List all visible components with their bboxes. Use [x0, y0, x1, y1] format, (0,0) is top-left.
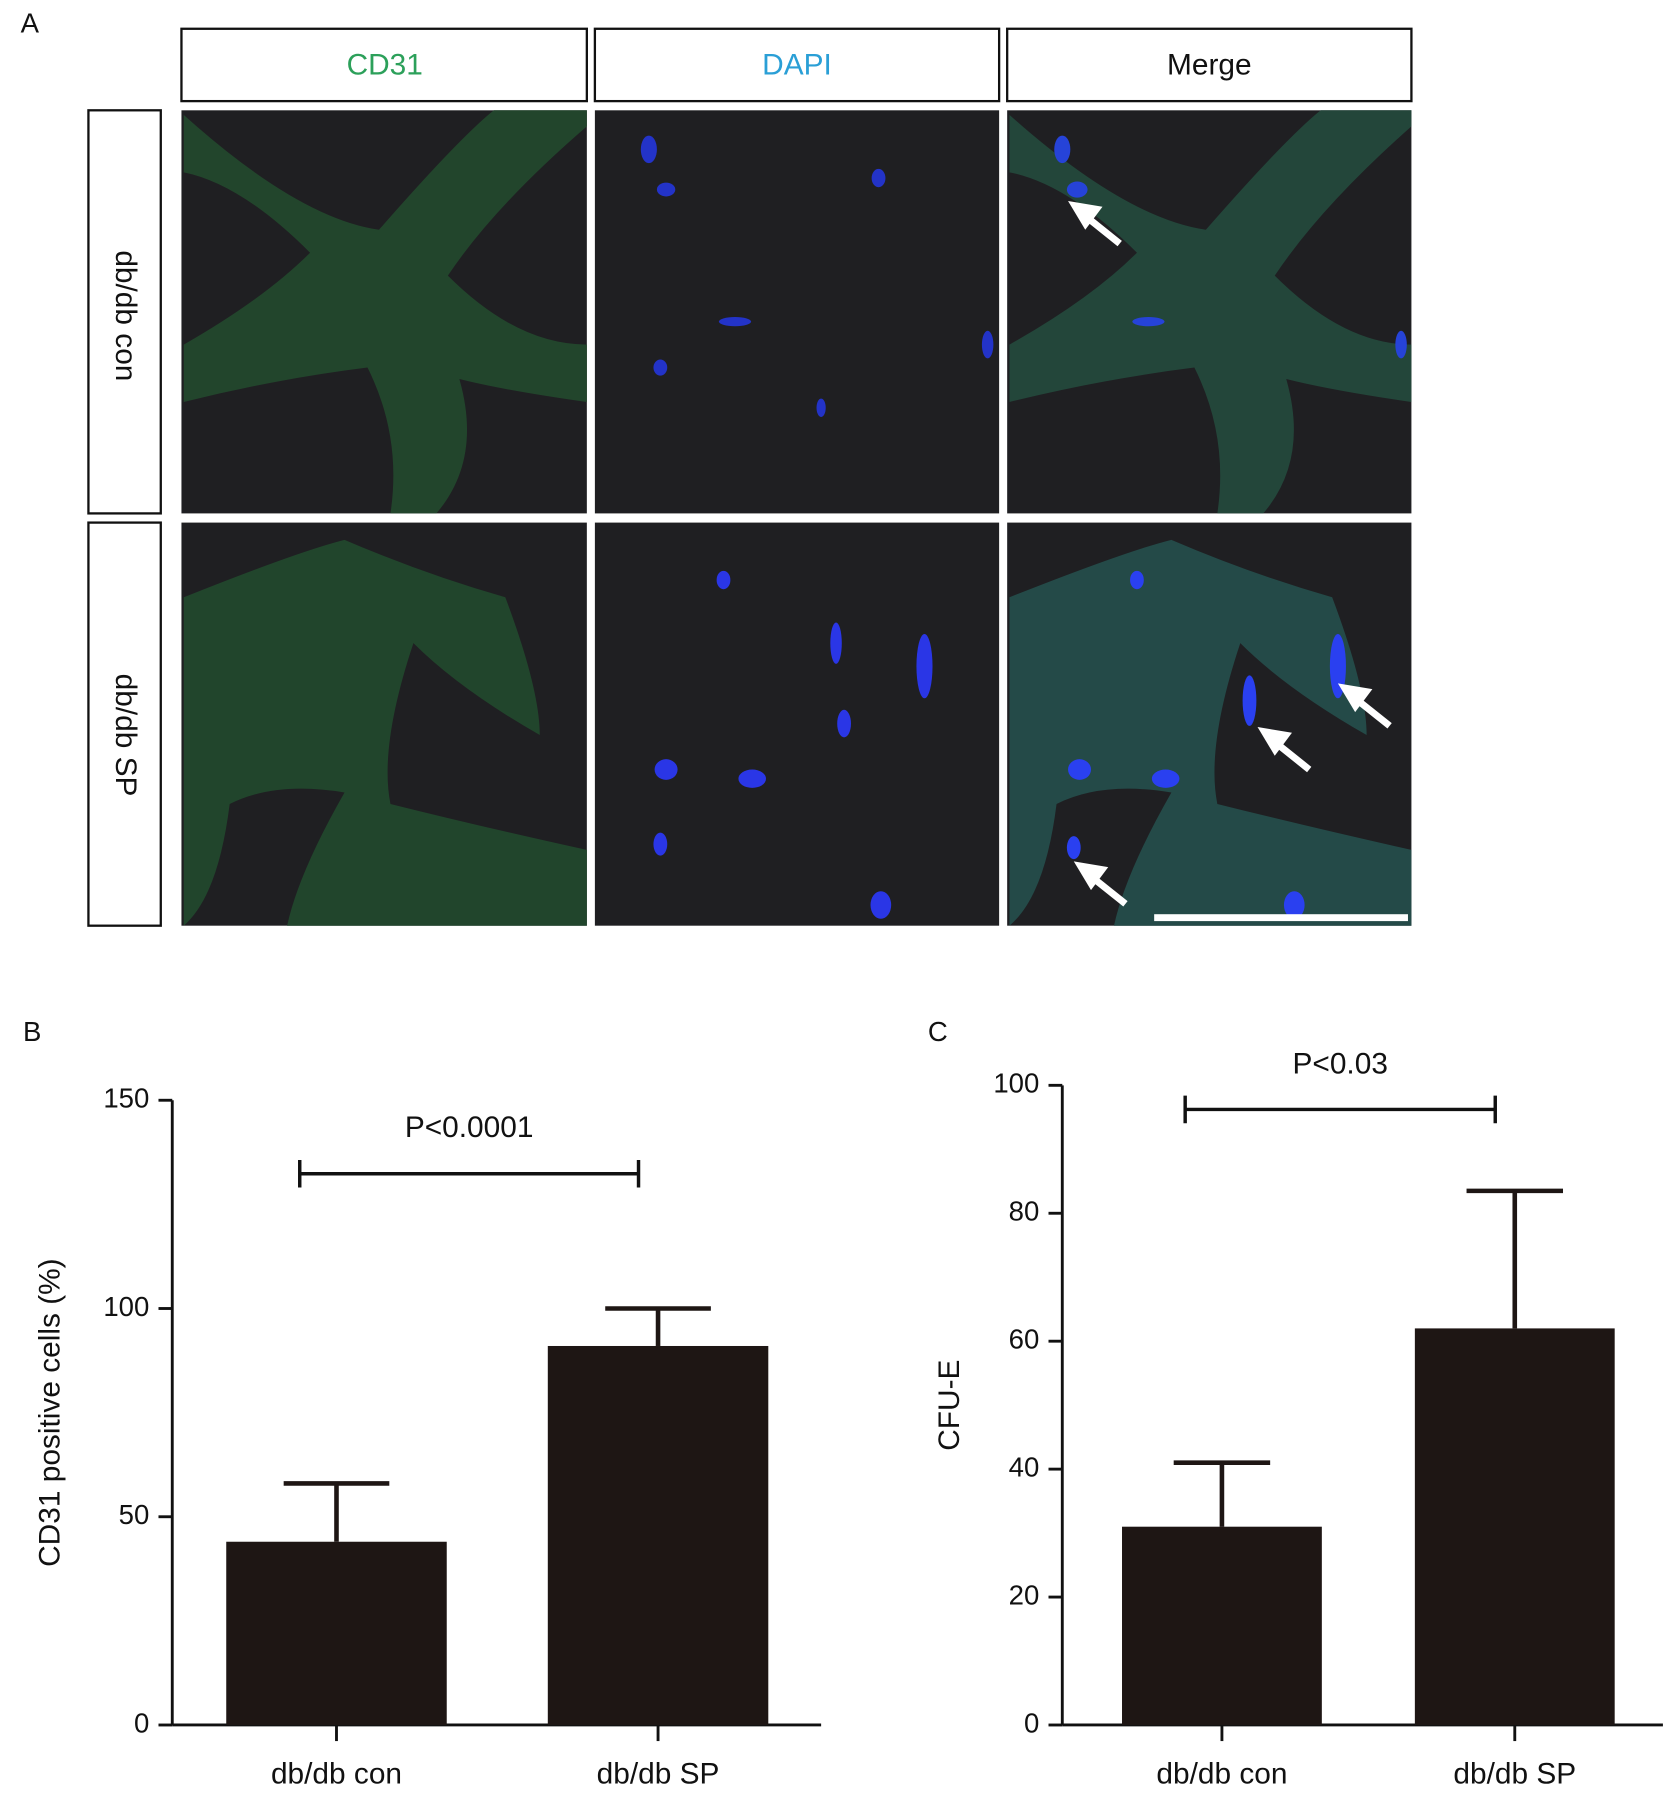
nuclei [640, 135, 994, 417]
significance-bracket [1183, 1095, 1497, 1124]
merge-stain [1009, 110, 1412, 514]
y-axis-label: CD31 positive cells (%) [34, 1258, 67, 1566]
arrows [1068, 201, 1392, 907]
bar [1122, 1526, 1322, 1725]
header-box [1006, 27, 1413, 103]
panel-letter: C [928, 1016, 948, 1047]
micrograph [594, 110, 1000, 514]
y-axis-label: CFU-E [933, 1360, 966, 1451]
y-tick-label: 60 [1009, 1323, 1040, 1354]
cd31-stain [183, 539, 587, 926]
nuclei [653, 570, 933, 919]
micrographs [181, 110, 1412, 926]
y-tick-label: 100 [993, 1068, 1039, 1099]
header-box [593, 27, 1001, 103]
bar [1414, 1328, 1615, 1725]
significance-bracket [298, 1159, 641, 1188]
y-tick-label: 40 [1009, 1451, 1040, 1482]
header-box [180, 27, 588, 103]
y-tick-label: 0 [1024, 1707, 1039, 1738]
column-header: DAPI [762, 49, 832, 82]
y-tick-label: 100 [103, 1291, 149, 1322]
column-headers: CD31 DAPI Merge [180, 27, 1413, 103]
scale-bar [1154, 914, 1408, 922]
x-tick-label: db/db con [1156, 1757, 1287, 1790]
significance-label: P<0.03 [1293, 1048, 1388, 1081]
merge-stain [1009, 539, 1412, 926]
row-header: db/db SP [109, 674, 142, 797]
x-tick-label: db/db SP [597, 1757, 720, 1790]
column-header: Merge [1167, 49, 1252, 82]
y-tick-label: 20 [1009, 1579, 1040, 1610]
y-tick-label: 50 [119, 1499, 150, 1530]
panel-letter: B [23, 1016, 41, 1047]
y-tick-label: 150 [103, 1083, 149, 1114]
significance-label: P<0.0001 [405, 1111, 534, 1144]
bar [547, 1345, 769, 1725]
x-tick-label: db/db con [271, 1757, 402, 1790]
row-headers: db/db con db/db SP [87, 109, 162, 927]
row-box [87, 521, 162, 927]
micrograph [594, 522, 1000, 926]
x-tick-label: db/db SP [1453, 1757, 1576, 1790]
row-box [87, 109, 162, 515]
bar [226, 1541, 447, 1725]
nuclei [1054, 135, 1407, 359]
y-tick-label: 0 [134, 1707, 149, 1738]
panel-letter: A [21, 8, 40, 39]
cd31-stain [183, 110, 587, 514]
column-header: CD31 [347, 49, 423, 82]
row-header: db/db con [109, 250, 142, 381]
nuclei [1066, 570, 1346, 919]
y-tick-label: 80 [1009, 1196, 1040, 1227]
